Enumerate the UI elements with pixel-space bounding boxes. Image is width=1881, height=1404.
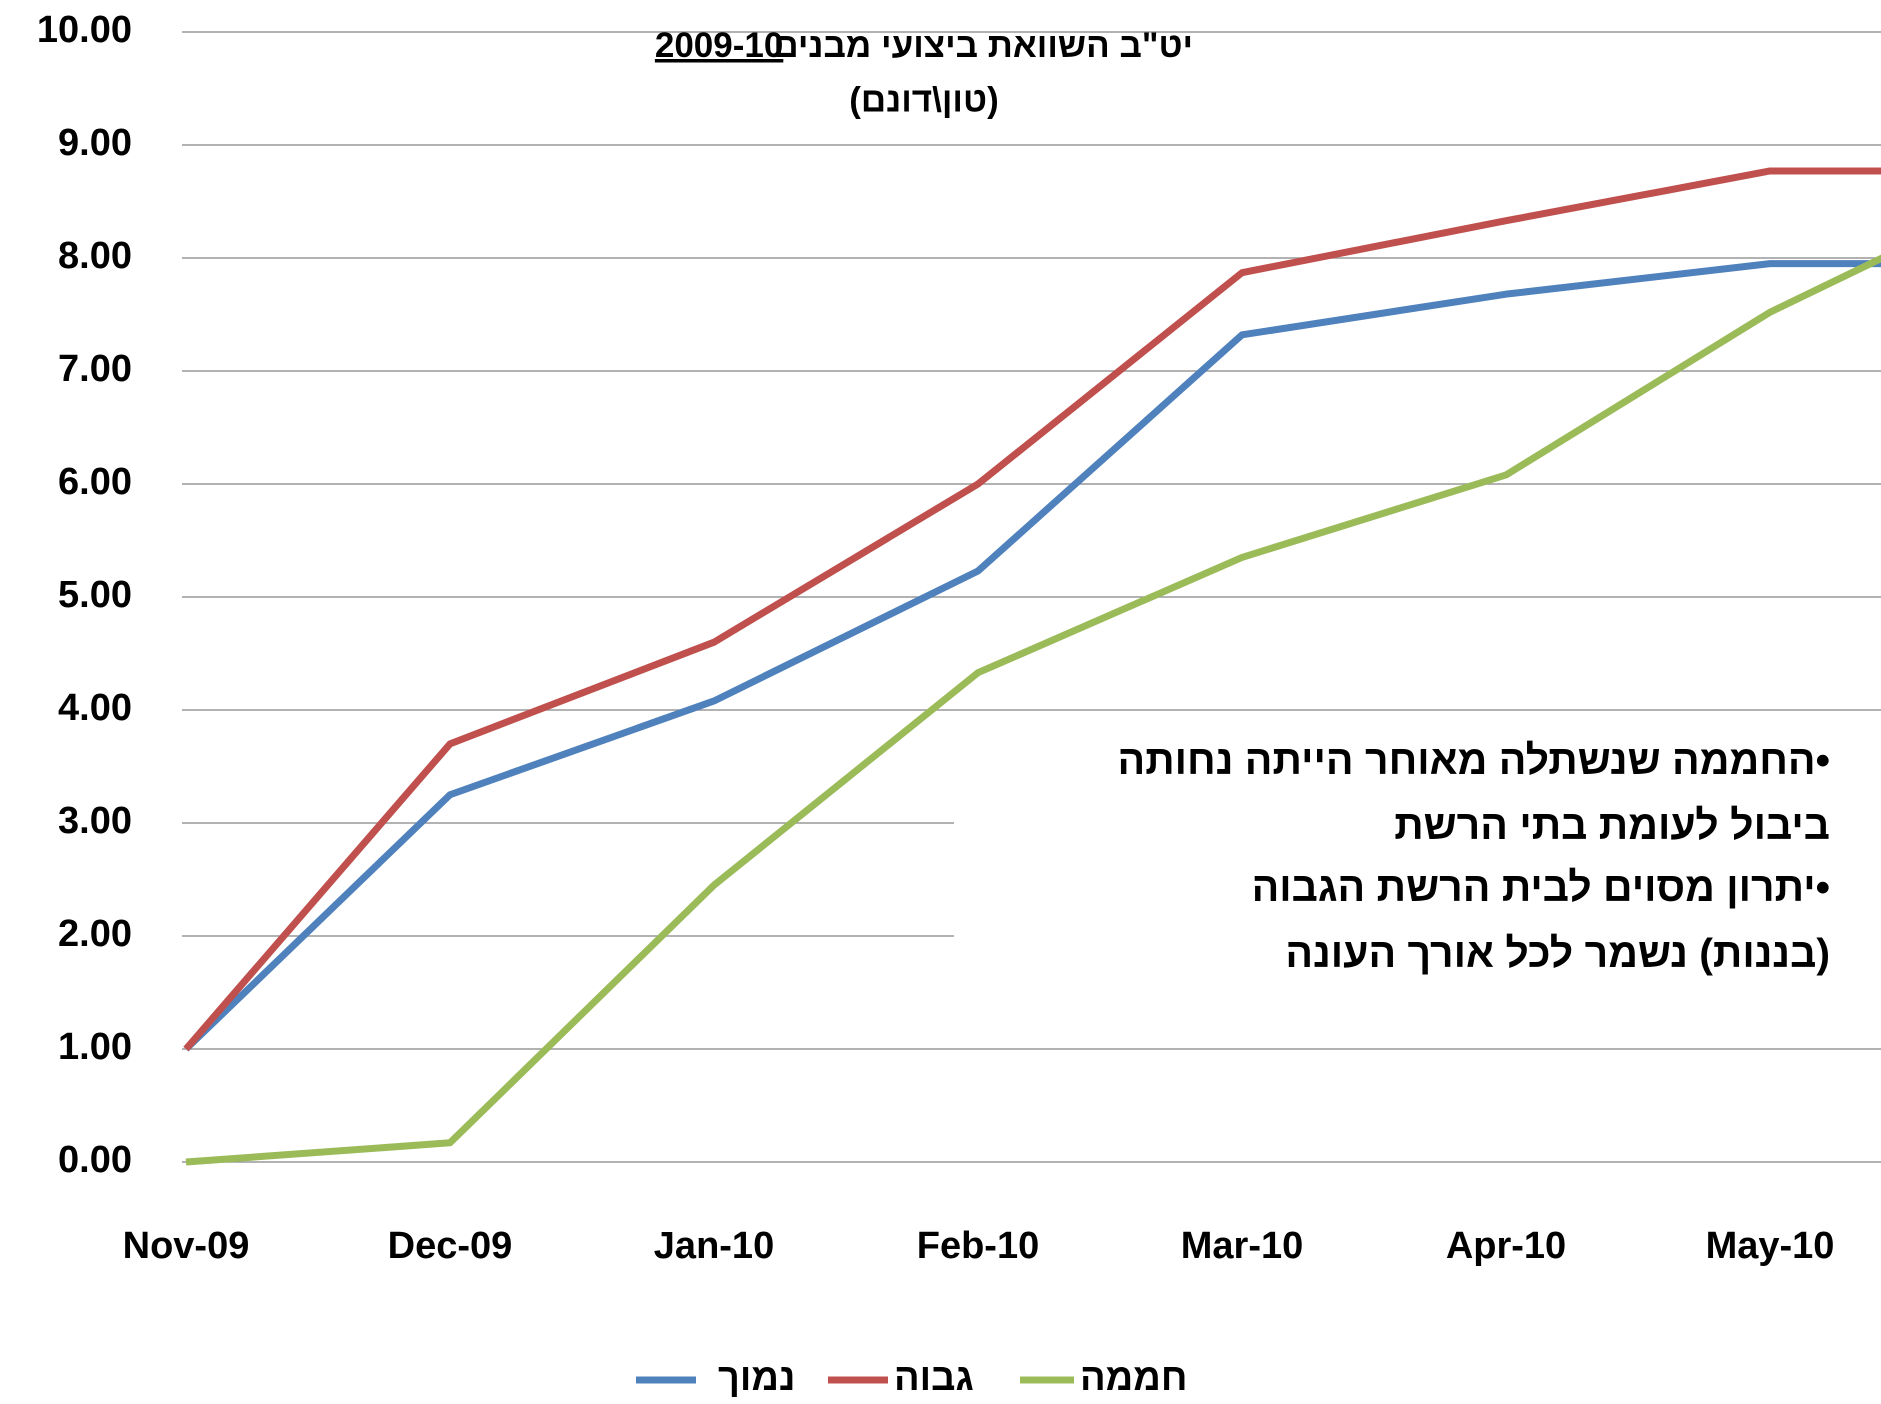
y-tick-label: 10.00 — [37, 9, 132, 51]
x-tick-label: Dec-09 — [388, 1225, 513, 1267]
legend-label: גבוה — [894, 1357, 974, 1399]
legend-label: חממה — [1080, 1357, 1187, 1399]
x-tick-label: Mar-10 — [1181, 1225, 1304, 1267]
chart-title-group: יט"ב השוואת ביצועי מבנים2009-10 — [655, 26, 1193, 65]
y-tick-label: 4.00 — [58, 687, 132, 729]
annotation-line: ביבול לעומת בתי הרשת — [1394, 802, 1830, 848]
annotation-line: •יתרון מסוים לבית הרשת הגבוה — [1252, 864, 1830, 910]
y-tick-label: 7.00 — [58, 348, 132, 390]
legend-label: נמוך — [718, 1357, 795, 1399]
x-tick-label: May-10 — [1706, 1225, 1835, 1267]
x-tick-label: Apr-10 — [1446, 1225, 1566, 1267]
series-line — [183, 260, 1881, 1052]
y-tick-label: 8.00 — [58, 235, 132, 277]
y-tick-label: 0.00 — [58, 1139, 132, 1181]
annotation-box — [954, 722, 1881, 994]
x-tick-label: Nov-09 — [123, 1225, 250, 1267]
series-line — [183, 167, 1881, 1052]
y-tick-label: 5.00 — [58, 574, 132, 616]
x-tick-label: Jan-10 — [654, 1225, 774, 1267]
y-tick-label: 2.00 — [58, 913, 132, 955]
series-line — [185, 254, 1881, 1166]
y-tick-label: 9.00 — [58, 122, 132, 164]
y-tick-label: 1.00 — [58, 1026, 132, 1068]
x-tick-label: Feb-10 — [917, 1225, 1039, 1267]
annotation-line: •החממה שנשתלה מאוחר הייתה נחותה — [1118, 737, 1831, 783]
chart-title: יט"ב השוואת ביצועי מבנים — [773, 26, 1193, 65]
y-tick-label: 3.00 — [58, 800, 132, 842]
y-tick-label: 6.00 — [58, 461, 132, 503]
chart-subtitle: (טון\דונם) — [849, 80, 998, 119]
annotation-line: (בננות) נשמר לכל אורך העונה — [1285, 930, 1830, 976]
chart-title-year: 2009-10 — [655, 26, 783, 65]
grid — [182, 31, 1881, 1163]
lines — [183, 167, 1881, 1166]
